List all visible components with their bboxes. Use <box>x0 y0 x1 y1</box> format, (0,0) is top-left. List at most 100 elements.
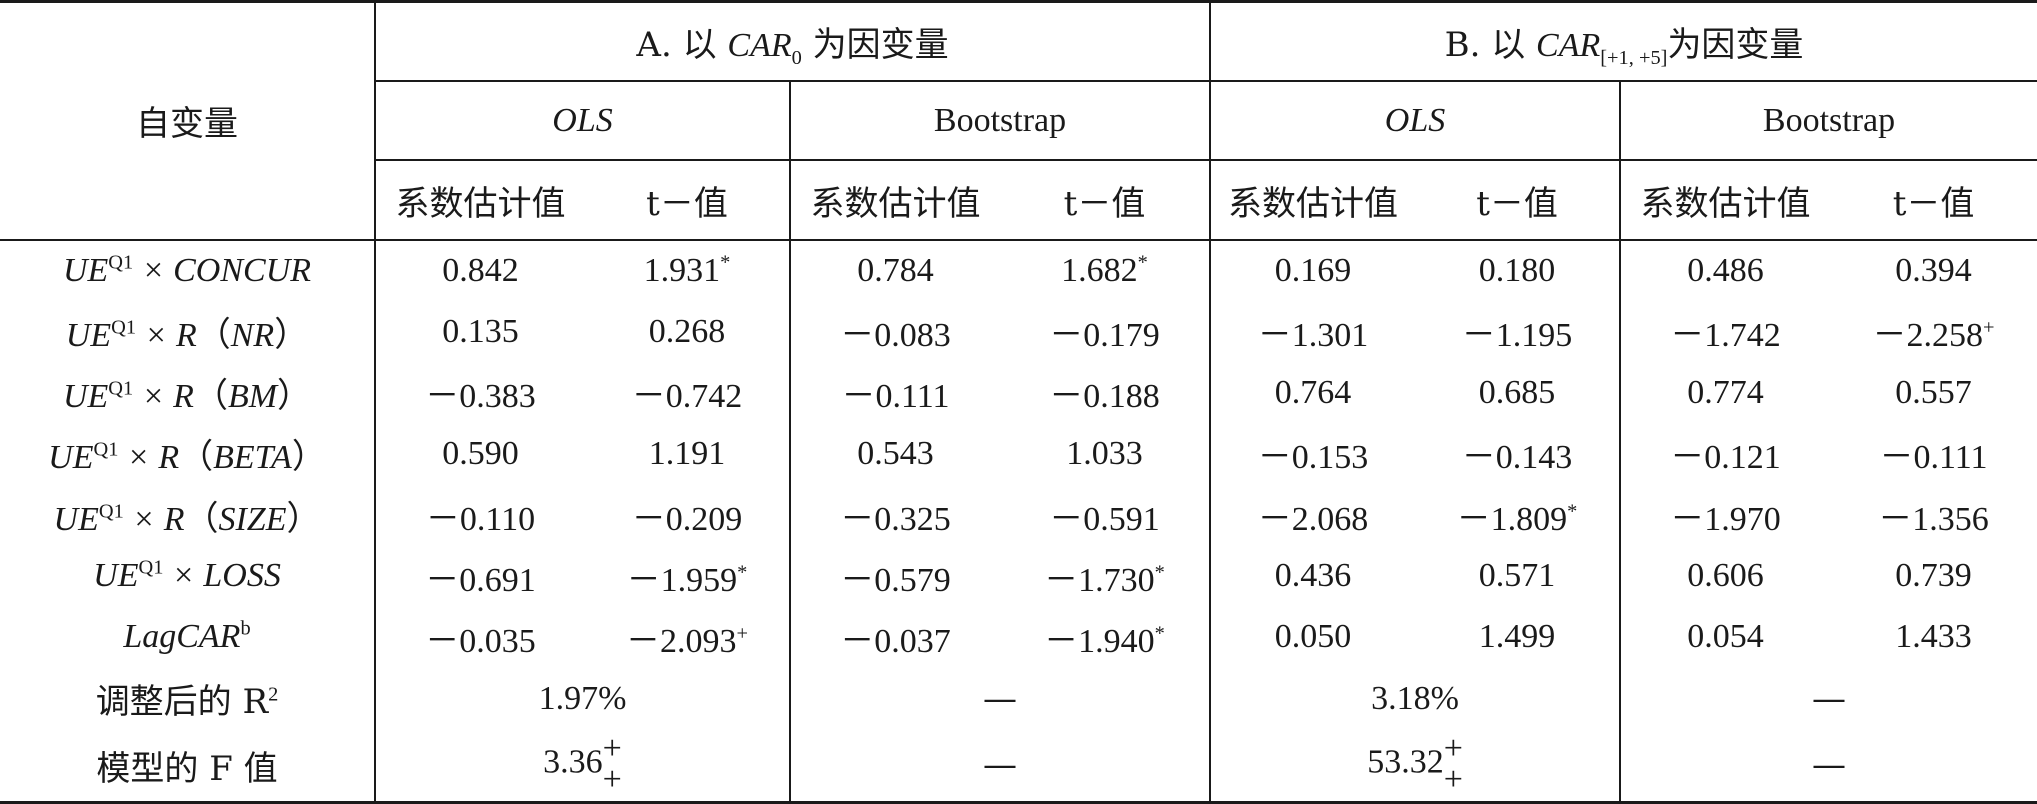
cell-t-a-boot: －1.730* <box>1000 545 1212 607</box>
cell-coef-a-boot: －0.325 <box>840 500 951 538</box>
significance-mark: + <box>736 622 749 645</box>
cell-t-b-boot: －1.356 <box>1878 500 1989 538</box>
cell-t-b-ols: 1.499 <box>1415 606 1622 668</box>
table-row: UEQ1 × R（BETA） 0.590 1.191 0.543 1.033 －0.153… <box>0 423 2037 485</box>
method-a-bootstrap: Bootstrap <box>790 80 1212 162</box>
table-row: UEQ1 × R（SIZE） －0.110 －0.209 －0.325 －0.591 －2… <box>0 484 2037 546</box>
col-coef-a-ols: 系数估计值 <box>375 160 585 241</box>
cell-t-b-ols: 0.571 <box>1415 545 1622 607</box>
cell-coef-a-boot: －0.037 <box>840 622 951 660</box>
cell-t-b-boot: 1.433 <box>1895 618 1972 656</box>
cell-coef-b-ols: 0.050 <box>1274 618 1352 656</box>
cell-coef-a-ols: －0.035 <box>425 622 536 660</box>
cell-t-a-ols: －1.959* <box>585 545 791 607</box>
cell-t-a-ols: 1.191 <box>585 423 791 485</box>
cell-coef-a-ols: －0.691 <box>425 561 536 599</box>
f-a-ols: 3.36+ + <box>375 729 791 804</box>
adj-r2-b-ols: 3.18% <box>1210 667 1622 730</box>
cell-coef-b-boot: 0.606 <box>1687 557 1764 595</box>
cell-t-b-boot: －0.111 <box>1879 439 1988 477</box>
significance-mark: * <box>720 251 731 274</box>
cell-coef-a-ols: －0.383 <box>425 378 536 416</box>
cell-t-b-ols: －1.809* <box>1415 484 1622 546</box>
col-coef-a-boot: 系数估计值 <box>790 160 1000 241</box>
cell-coef-a-ols: 0.590 <box>442 434 519 472</box>
table-row: UEQ1 × R（BM） －0.383 －0.742 －0.111 －0.188 0.76… <box>0 362 2037 424</box>
header-row-panels: 自变量 A. 以 CAR0 为因变量 B. 以 CAR[+1, +5]为因变量 <box>0 0 2037 241</box>
cell-coef-b-boot: －1.970 <box>1670 500 1781 538</box>
row-label: UEQ1 × R（BM） <box>0 362 376 424</box>
col-coef-b-ols: 系数估计值 <box>1210 160 1416 241</box>
cell-coef-a-boot: 0.543 <box>857 434 934 472</box>
header-row-methods: OLS Bootstrap OLS Bootstrap <box>0 80 2037 162</box>
cell-coef-b-ols: －1.301 <box>1257 317 1369 355</box>
cell-t-a-boot: －1.940* <box>1000 606 1212 668</box>
cell-coef-b-boot: －0.121 <box>1670 439 1781 477</box>
cell-coef-a-ols: 0.842 <box>442 252 519 290</box>
cell-t-b-ols: －1.195 <box>1415 301 1622 363</box>
cell-t-b-ols: 0.685 <box>1415 362 1622 424</box>
cell-coef-b-ols: 0.436 <box>1274 557 1352 595</box>
data-rows: UEQ1 × CONCUR 0.842 1.931* 0.784 1.682* 0.169… <box>0 239 2037 668</box>
col-coef-b-boot: 系数估计值 <box>1620 160 1831 241</box>
cell-coef-b-ols: －2.068 <box>1257 500 1369 538</box>
cell-coef-b-ols: 0.169 <box>1274 252 1352 290</box>
col-t-a-ols: t－值 <box>585 160 791 241</box>
row-label: LagCARb <box>0 606 376 668</box>
f-b-ols: 53.32+ + <box>1210 729 1622 804</box>
cell-t-a-ols: 1.931* <box>585 239 791 302</box>
table-row: UEQ1 × LOSS －0.691 －1.959* －0.579 －1.730* 0.4… <box>0 545 2037 607</box>
cell-t-a-boot: 1.033 <box>1000 423 1212 485</box>
row-label: UEQ1 × R（BETA） <box>0 423 376 485</box>
cell-coef-b-ols: －0.153 <box>1257 439 1369 477</box>
cell-coef-a-ols: 0.135 <box>442 312 519 350</box>
cell-t-a-ols: －0.742 <box>585 362 791 424</box>
cell-t-a-ols: －0.209 <box>585 484 791 546</box>
cell-coef-b-ols: 0.764 <box>1274 373 1352 411</box>
cell-coef-a-boot: －0.111 <box>841 378 950 416</box>
cell-t-b-boot: 0.394 <box>1895 252 1972 290</box>
cell-t-a-boot: －0.591 <box>1000 484 1212 546</box>
cell-t-b-boot: －2.258+ <box>1872 316 1995 355</box>
f-b-boot: — <box>1620 729 2037 804</box>
col-t-b-boot: t－值 <box>1830 160 2037 241</box>
adj-r2-a-boot: — <box>790 667 1212 730</box>
significance-mark: * <box>1567 500 1578 523</box>
cell-t-b-ols: －0.143 <box>1415 423 1622 485</box>
cell-coef-b-boot: 0.774 <box>1687 373 1764 411</box>
significance-mark: * <box>737 561 748 584</box>
cell-coef-b-boot: 0.054 <box>1687 618 1764 656</box>
table-row: LagCARb －0.035 －2.093+ －0.037 －1.940* 0.050 1.… <box>0 606 2037 668</box>
cell-coef-b-boot: 0.486 <box>1687 252 1764 290</box>
method-b-ols: OLS <box>1210 80 1622 162</box>
table-row: UEQ1 × R（NR） 0.135 0.268 －0.083 －0.179 －1.301… <box>0 301 2037 363</box>
method-b-bootstrap: Bootstrap <box>1620 80 2037 162</box>
row-label: UEQ1 × R（NR） <box>0 301 376 363</box>
row-label: UEQ1 × R（SIZE） <box>0 484 376 546</box>
row-label-header: 自变量 <box>0 0 376 241</box>
cell-t-a-ols: 0.268 <box>585 301 791 363</box>
table-row: UEQ1 × CONCUR 0.842 1.931* 0.784 1.682* 0.169… <box>0 239 2037 302</box>
cell-t-a-ols: －2.093+ <box>585 606 791 668</box>
adj-r2-b-boot: — <box>1812 678 1847 719</box>
significance-mark: * <box>1154 622 1165 645</box>
cell-coef-a-ols: －0.110 <box>425 500 536 538</box>
row-label: UEQ1 × CONCUR <box>0 239 376 302</box>
cell-t-b-ols: 0.180 <box>1415 239 1622 302</box>
panel-a-header: A. 以 CAR0 为因变量 <box>375 0 1212 82</box>
header-row-stats: 系数估计值 t－值 系数估计值 t－值 系数估计值 t－值 系数估计值 t－值 <box>0 160 2037 241</box>
f-a-boot: — <box>790 729 1212 804</box>
cell-t-a-boot: －0.179 <box>1000 301 1212 363</box>
cell-t-a-boot: －0.188 <box>1000 362 1212 424</box>
significance-mark: * <box>1137 251 1148 274</box>
panel-b-header: B. 以 CAR[+1, +5]为因变量 <box>1210 0 2037 82</box>
significance-mark: * <box>1154 561 1165 584</box>
adj-r2-a-ols: 1.97% <box>375 667 791 730</box>
cell-t-b-boot: 0.739 <box>1895 557 1972 595</box>
col-t-b-ols: t－值 <box>1415 160 1622 241</box>
row-label: UEQ1 × LOSS <box>0 545 376 607</box>
cell-coef-b-boot: －1.742 <box>1670 317 1781 355</box>
cell-coef-a-boot: 0.784 <box>857 252 934 290</box>
col-t-a-boot: t－值 <box>1000 160 1212 241</box>
